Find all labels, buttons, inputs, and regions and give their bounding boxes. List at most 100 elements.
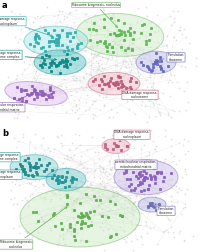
Point <box>98 164 101 168</box>
Point <box>172 20 175 24</box>
Point <box>152 103 156 107</box>
Point <box>178 141 181 145</box>
Point <box>111 194 114 198</box>
Point <box>90 102 93 106</box>
Point <box>175 184 178 188</box>
Point <box>52 86 55 90</box>
Point <box>72 74 75 78</box>
Point <box>83 76 86 80</box>
Point <box>108 172 111 176</box>
Point <box>49 226 52 230</box>
Point <box>102 228 105 232</box>
Point <box>14 145 17 149</box>
Point <box>55 243 58 247</box>
Point <box>32 59 36 63</box>
Point <box>9 80 12 84</box>
Point <box>56 73 59 77</box>
Point <box>96 150 99 154</box>
Point <box>7 82 10 86</box>
Point <box>76 197 79 201</box>
Point <box>111 115 115 119</box>
Point <box>75 146 78 150</box>
Point <box>26 174 29 178</box>
Point <box>169 194 172 198</box>
Point <box>111 191 114 195</box>
Point <box>38 15 41 19</box>
Point <box>152 225 155 229</box>
Point <box>79 215 82 219</box>
Point <box>77 106 80 110</box>
Point <box>64 53 67 57</box>
Point <box>94 32 97 36</box>
Point <box>57 13 60 17</box>
Point <box>88 181 91 185</box>
Point <box>42 25 46 29</box>
Point <box>52 166 55 170</box>
Point <box>141 47 144 51</box>
Point <box>129 79 133 83</box>
Point <box>85 179 88 183</box>
Point <box>61 235 64 239</box>
Point <box>37 217 41 221</box>
Point <box>116 43 119 47</box>
Point <box>94 79 98 83</box>
Point <box>107 115 111 119</box>
Point <box>118 38 121 42</box>
Point <box>93 5 96 9</box>
Point <box>59 207 62 211</box>
Point <box>90 220 93 224</box>
Point <box>149 177 152 181</box>
Text: aerobic/cellular respiration,
mitochondrial matrix: aerobic/cellular respiration, mitochondr… <box>0 93 33 112</box>
Point <box>179 58 182 62</box>
Point <box>18 50 21 54</box>
Point <box>45 51 48 55</box>
Point <box>145 41 148 45</box>
Ellipse shape <box>138 197 166 212</box>
Point <box>122 168 126 172</box>
Point <box>154 149 157 153</box>
Point <box>41 14 44 18</box>
Point <box>184 192 187 196</box>
Point <box>137 223 140 227</box>
Point <box>19 96 23 100</box>
Point <box>89 29 92 34</box>
Point <box>11 226 14 230</box>
Point <box>93 168 97 172</box>
Point <box>78 133 81 137</box>
Point <box>129 239 133 243</box>
Point <box>186 149 189 153</box>
Point <box>147 63 150 67</box>
Point <box>129 37 133 41</box>
Point <box>18 37 22 41</box>
Point <box>16 116 19 120</box>
Point <box>118 225 121 229</box>
Point <box>41 219 44 223</box>
Point <box>125 46 128 50</box>
Point <box>132 209 136 213</box>
Point <box>186 187 189 191</box>
Point <box>119 186 122 190</box>
Point <box>92 162 95 166</box>
Point <box>126 216 129 220</box>
Point <box>96 52 99 56</box>
Point <box>62 77 65 81</box>
Point <box>139 72 142 76</box>
Point <box>139 235 143 239</box>
Point <box>180 188 183 193</box>
Point <box>125 160 128 164</box>
Point <box>28 181 31 185</box>
Point <box>103 103 106 107</box>
Point <box>123 30 126 35</box>
Point <box>28 140 31 144</box>
Point <box>71 225 74 229</box>
Point <box>163 134 167 138</box>
Point <box>125 240 128 244</box>
Point <box>123 74 126 78</box>
Point <box>89 73 93 77</box>
Point <box>177 86 181 90</box>
Point <box>117 18 120 22</box>
Point <box>140 242 143 246</box>
Point <box>145 85 148 89</box>
Point <box>55 25 58 29</box>
Point <box>35 70 38 74</box>
